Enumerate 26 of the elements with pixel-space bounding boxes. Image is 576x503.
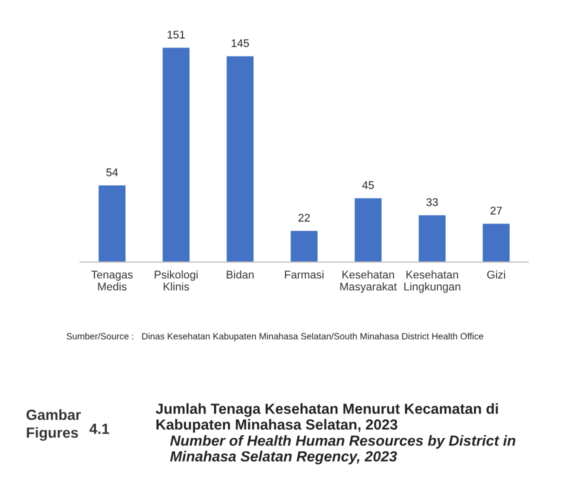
bar (98, 185, 126, 262)
x-tick-label: Kesehatan Lingkungan (404, 270, 460, 293)
bar (482, 224, 510, 262)
text: Number of Health Human Resources by District in Minahasa Selatan Regency, 2023 (170, 435, 516, 464)
data-label: 22 (298, 214, 310, 222)
data-label: 145 (232, 39, 249, 48)
text: Gambar Figures (26, 409, 81, 441)
data-label: 151 (168, 30, 185, 39)
data-label: 45 (362, 181, 374, 190)
data-label: 33 (426, 198, 438, 206)
x-tick-label: Tenagas Medis (91, 270, 133, 291)
x-tick-label: Psikologi Klinis (154, 270, 198, 291)
x-tick-label: Kesehatan Masyarakat (340, 270, 397, 293)
x-tick-label: Farmasi (284, 270, 324, 279)
bar (418, 215, 446, 262)
x-tick-label: Bidan (226, 270, 254, 279)
bar (162, 48, 190, 262)
bar (226, 56, 254, 262)
data-label: 54 (106, 168, 118, 176)
text: Sumber/Source : Dinas Kesehatan Kabupaten Minahasa Selatan/South Minahasa District Health Office (66, 332, 484, 342)
bar (290, 230, 318, 262)
bar (354, 198, 382, 262)
text: Jumlah Tenaga Kesehatan Menurut Kecamatan di Kabupaten Minahasa Selatan, 2023 (156, 403, 498, 433)
x-tick-label: Gizi (487, 270, 505, 279)
text: 4.1 (90, 424, 110, 434)
data-label: 27 (490, 206, 502, 214)
